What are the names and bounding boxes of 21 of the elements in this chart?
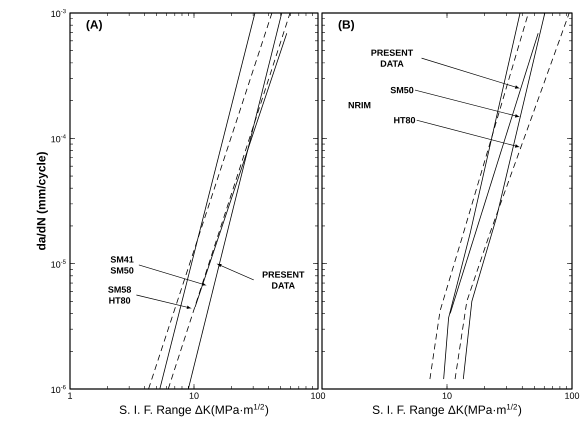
annotation: NRIM: [348, 102, 370, 108]
x-tick-label: 1: [68, 392, 72, 399]
y-tick-label: 10$^{-5}$: [51, 260, 66, 268]
annotation: SM58 HT80: [108, 286, 132, 304]
x-tick-label: 10: [442, 392, 452, 399]
y-tick-label: 10$^{-4}$: [51, 134, 66, 142]
text: (A): [86, 20, 102, 32]
annotation: PRESENT DATA: [371, 50, 414, 67]
y-tick-label: 10$^{-3}$: [51, 8, 66, 18]
x-tick-label: 100: [565, 392, 580, 399]
annotation: SM41 SM50: [110, 256, 134, 274]
x-axis-title: S. I. F. Range ΔK(MPa·m$^{1/2}$): [120, 404, 268, 416]
text: (B): [338, 20, 354, 32]
y-tick-label: 10$^{-6}$: [51, 384, 66, 394]
annotation: PRESENT DATA: [262, 271, 304, 289]
annotation: SM50: [390, 86, 414, 94]
x-tick-label: 100: [311, 392, 326, 399]
y-axis-title: da/dN (mm/cycle): [36, 152, 48, 250]
x-axis-title: S. I. F. Range ΔK(MPa·m$^{1/2}$): [372, 404, 522, 416]
annotation: HT80: [394, 116, 416, 124]
x-tick-label: 10: [190, 392, 199, 399]
